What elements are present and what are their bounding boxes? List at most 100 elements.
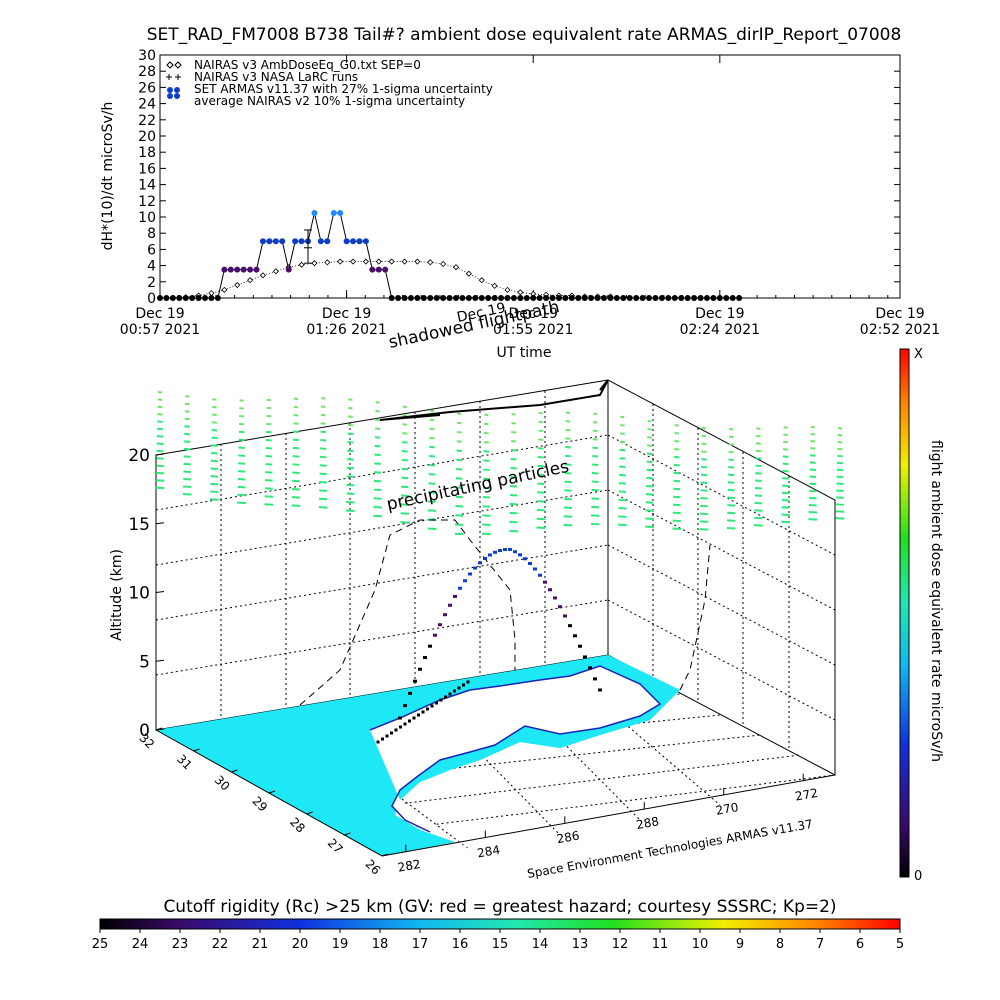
particle-mark bbox=[701, 442, 707, 446]
ground-track-point bbox=[376, 740, 380, 744]
particle-mark bbox=[265, 438, 272, 442]
armas-point bbox=[652, 295, 659, 301]
particle-mark bbox=[184, 425, 191, 428]
particle-mark bbox=[755, 472, 762, 475]
armas-point bbox=[581, 295, 588, 301]
cutoff-tick-label: 18 bbox=[372, 937, 389, 952]
particle-mark bbox=[537, 491, 545, 494]
particle-mark bbox=[726, 526, 736, 530]
y-tick-label: 12 bbox=[138, 194, 156, 210]
particle-mark bbox=[836, 468, 844, 472]
particle-mark bbox=[265, 471, 273, 474]
y-axis-label: dH*(10)/dt microSv/h bbox=[100, 102, 116, 251]
flight-track-point bbox=[548, 588, 552, 592]
nairas-v3-point bbox=[337, 258, 344, 265]
flight-track-point bbox=[443, 613, 447, 617]
particle-mark bbox=[619, 432, 625, 435]
credit-text: Space Environment Technologies ARMAS v11… bbox=[526, 817, 814, 881]
flight-track-point bbox=[523, 557, 527, 561]
flight-track-point bbox=[533, 567, 537, 571]
particle-mark bbox=[728, 473, 735, 477]
flight-track-point bbox=[583, 655, 587, 659]
particle-mark bbox=[809, 475, 817, 479]
particle-mark bbox=[373, 514, 382, 518]
particle-mark bbox=[401, 441, 408, 444]
particle-mark bbox=[400, 494, 409, 497]
particle-mark bbox=[428, 464, 436, 467]
particle-mark bbox=[510, 458, 517, 461]
particle-mark bbox=[591, 505, 600, 509]
ground-track-point bbox=[462, 683, 465, 687]
particle-mark bbox=[266, 422, 272, 426]
particle-mark bbox=[238, 462, 246, 465]
particle-mark bbox=[157, 427, 163, 431]
particle-mark bbox=[293, 414, 299, 417]
armas-point bbox=[459, 295, 466, 301]
legend-entry-nairas-v3: NAIRAS v3 AmbDoseEq_G0.txt SEP=0 bbox=[194, 58, 421, 72]
particle-mark bbox=[319, 464, 327, 467]
armas-point bbox=[356, 238, 363, 245]
armas-point bbox=[671, 295, 678, 301]
nairas-v3-point bbox=[311, 260, 318, 267]
y-tick-label: 30 bbox=[138, 48, 156, 64]
armas-point bbox=[639, 295, 646, 301]
particle-mark bbox=[563, 506, 573, 510]
armas-point bbox=[195, 295, 202, 301]
particle-mark bbox=[156, 457, 164, 460]
particle-mark bbox=[754, 501, 763, 505]
nairas-v3-point bbox=[234, 281, 241, 289]
lat-tick-label: 29 bbox=[249, 794, 270, 815]
precipitating-particles bbox=[155, 391, 845, 536]
particle-mark bbox=[239, 415, 245, 418]
particle-mark bbox=[156, 435, 164, 438]
cutoff-tick-label: 19 bbox=[332, 937, 349, 952]
particle-mark bbox=[428, 482, 436, 485]
annotation-precipitating-particles: precipitating particles bbox=[385, 457, 571, 515]
armas-point bbox=[298, 238, 305, 245]
particle-mark bbox=[346, 466, 354, 470]
particle-mark bbox=[374, 444, 381, 448]
armas-point bbox=[504, 295, 511, 301]
particle-mark bbox=[184, 432, 191, 436]
particle-mark bbox=[565, 437, 571, 440]
particle-mark bbox=[400, 503, 409, 506]
particle-mark bbox=[319, 455, 327, 459]
particle-mark bbox=[320, 430, 327, 434]
legend: NAIRAS v3 AmbDoseEq_G0.txt SEP=0 NAIRAS … bbox=[166, 58, 493, 108]
cutoff-tick-label: 8 bbox=[776, 937, 784, 952]
particle-mark bbox=[291, 487, 301, 491]
legend-entry-armas: SET ARMAS v11.37 with 27% 1-sigma uncert… bbox=[194, 82, 493, 96]
lon-axis-line bbox=[381, 774, 836, 857]
z-tick-mark bbox=[155, 522, 165, 525]
cutoff-tick-label: 24 bbox=[132, 937, 149, 952]
x-tick-label-date: Dec 19 bbox=[135, 306, 184, 322]
armas-point bbox=[588, 295, 595, 301]
particle-mark bbox=[210, 459, 218, 463]
particle-mark bbox=[728, 450, 734, 454]
flight-track-point bbox=[413, 679, 417, 683]
particle-mark bbox=[781, 513, 790, 517]
ground-track-point bbox=[408, 719, 411, 723]
particle-mark bbox=[591, 488, 599, 492]
particle-mark bbox=[182, 485, 192, 489]
nairas-v3-point bbox=[362, 258, 369, 265]
particle-mark bbox=[237, 493, 246, 497]
particle-mark bbox=[809, 489, 817, 493]
particle-mark bbox=[264, 479, 273, 482]
cutoff-tick-label: 22 bbox=[212, 937, 229, 952]
particle-mark bbox=[347, 458, 354, 461]
particle-mark bbox=[483, 441, 490, 444]
y-tick-label: 24 bbox=[138, 97, 156, 113]
particle-mark bbox=[292, 455, 300, 458]
particle-mark bbox=[590, 522, 600, 526]
particle-mark bbox=[755, 449, 762, 453]
particle-mark bbox=[782, 484, 790, 487]
particle-mark bbox=[456, 440, 462, 443]
particle-mark bbox=[672, 527, 682, 531]
particle-mark bbox=[318, 506, 328, 509]
particle-mark bbox=[210, 490, 219, 494]
particle-mark bbox=[781, 498, 790, 502]
particle-mark bbox=[618, 498, 627, 502]
flight-track-point bbox=[553, 596, 557, 600]
